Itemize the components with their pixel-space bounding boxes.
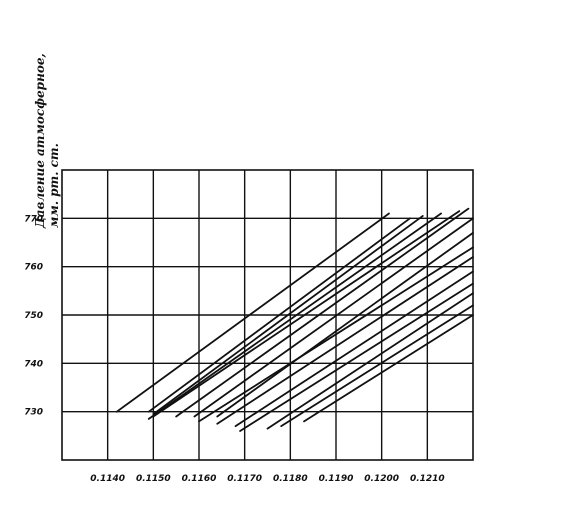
x-tick-label: 0.1210 <box>410 474 445 484</box>
x-tick-labels: 0.1140 0.1150 0.1160 0.1170 0.1180 0.1190 0.12… <box>90 474 444 484</box>
series-line-6 <box>175 207 470 418</box>
series-line-5 <box>152 210 461 418</box>
y-tick-labels: 730 740 750 760 770 <box>24 214 43 417</box>
series-line-1 <box>115 212 390 413</box>
x-tick-label: 0.1160 <box>182 474 217 484</box>
series-line-15 <box>303 314 474 423</box>
series-line-9 <box>198 246 474 423</box>
series-line-2 <box>147 217 411 413</box>
y-tick-label: 730 <box>24 408 43 418</box>
x-tick-label: 0.1170 <box>227 474 262 484</box>
series-line-4 <box>147 212 442 420</box>
series-line-13 <box>266 292 474 430</box>
y-tick-label: 760 <box>24 263 43 273</box>
y-axis-label-line-1: Давление атмосферное, <box>33 53 47 229</box>
series-line-8 <box>216 231 474 418</box>
series-line-14 <box>280 304 474 428</box>
y-tick-label: 770 <box>24 214 43 224</box>
grid <box>62 170 473 460</box>
x-tick-label: 0.1200 <box>364 474 399 484</box>
series-line-12 <box>239 282 474 432</box>
series-line-7 <box>193 217 474 418</box>
x-tick-label: 0.1140 <box>90 474 125 484</box>
y-axis-label: Давление атмосферное, мм. рт. ст. <box>33 49 61 229</box>
x-tick-label: 0.1190 <box>319 474 354 484</box>
series-line-10 <box>216 256 474 425</box>
x-tick-label: 0.1150 <box>136 474 171 484</box>
x-tick-label: 0.1180 <box>273 474 308 484</box>
series-lines <box>115 207 474 432</box>
y-tick-label: 740 <box>24 359 43 369</box>
y-axis-label-line-2: мм. рт. ст. <box>47 143 61 228</box>
y-tick-label: 750 <box>24 311 43 321</box>
series-line-11 <box>234 270 474 428</box>
series-line-3 <box>152 215 424 415</box>
